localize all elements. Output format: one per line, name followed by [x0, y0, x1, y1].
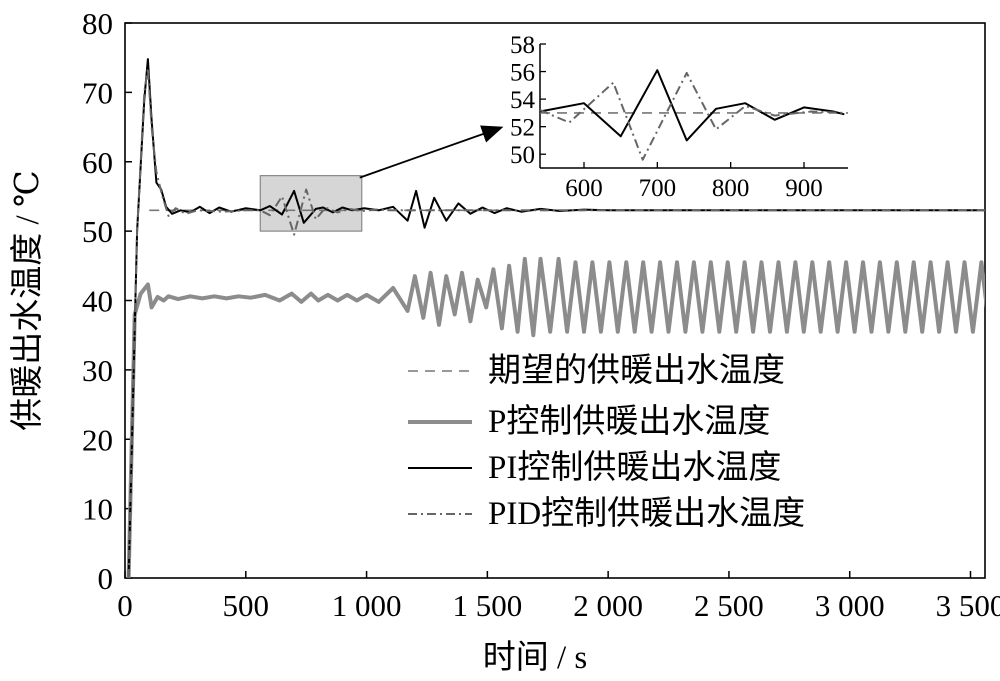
- series-line-1: [126, 256, 985, 578]
- inset-series-line-2: [539, 71, 845, 161]
- y-tick-label: 0: [98, 561, 114, 596]
- y-axis-label: 供暖出水温度 / ℃: [9, 170, 46, 431]
- legend-label-3: PID控制供暖出水温度: [488, 495, 805, 532]
- x-tick-label: 2 500: [694, 588, 764, 623]
- x-tick-label: 1 500: [452, 588, 522, 623]
- x-tick-label: 3 000: [815, 588, 885, 623]
- zoom-region-box: [259, 175, 363, 232]
- inset-x-tick-label: 700: [639, 175, 677, 202]
- y-tick-label: 30: [82, 353, 113, 388]
- inset-series-line-1: [539, 69, 845, 142]
- inset-y-tick-label: 58: [510, 32, 535, 59]
- inset-y-tick-label: 54: [510, 87, 536, 114]
- inset-x-tick-label: 800: [712, 175, 750, 202]
- y-tick-label: 20: [82, 422, 113, 457]
- x-tick-label: 1 000: [332, 588, 402, 623]
- legend-label-1: P控制供暖出水温度: [488, 403, 770, 440]
- x-tick-label: 2 000: [573, 588, 643, 623]
- zoom-arrow: [359, 125, 504, 179]
- series-line-2: [127, 58, 985, 578]
- x-tick-label: 0: [117, 588, 133, 623]
- series-line-3: [127, 67, 985, 578]
- y-tick-label: 40: [82, 284, 113, 319]
- x-tick-label: 3 500: [936, 588, 1000, 623]
- legend-label-2: PI控制供暖出水温度: [488, 449, 781, 486]
- inset-y-tick-label: 52: [510, 115, 535, 142]
- x-axis-label: 时间 / s: [483, 640, 588, 676]
- legend-label-0: 期望的供暖出水温度: [488, 352, 785, 389]
- inset-x-tick-label: 600: [565, 175, 603, 202]
- inset-y-tick-label: 56: [510, 60, 535, 87]
- y-tick-label: 50: [82, 214, 113, 249]
- legend: 期望的供暖出水温度 P控制供暖出水温度 PI控制供暖出水温度 PID控制供暖出水温度: [408, 352, 805, 532]
- x-tick-label: 500: [223, 588, 270, 623]
- inset-y-tick-label: 50: [510, 142, 535, 169]
- y-tick-label: 10: [82, 492, 113, 527]
- y-tick-label: 80: [82, 6, 113, 41]
- y-tick-label: 60: [82, 145, 113, 180]
- y-tick-label: 70: [82, 75, 113, 110]
- inset-x-tick-label: 900: [785, 175, 823, 202]
